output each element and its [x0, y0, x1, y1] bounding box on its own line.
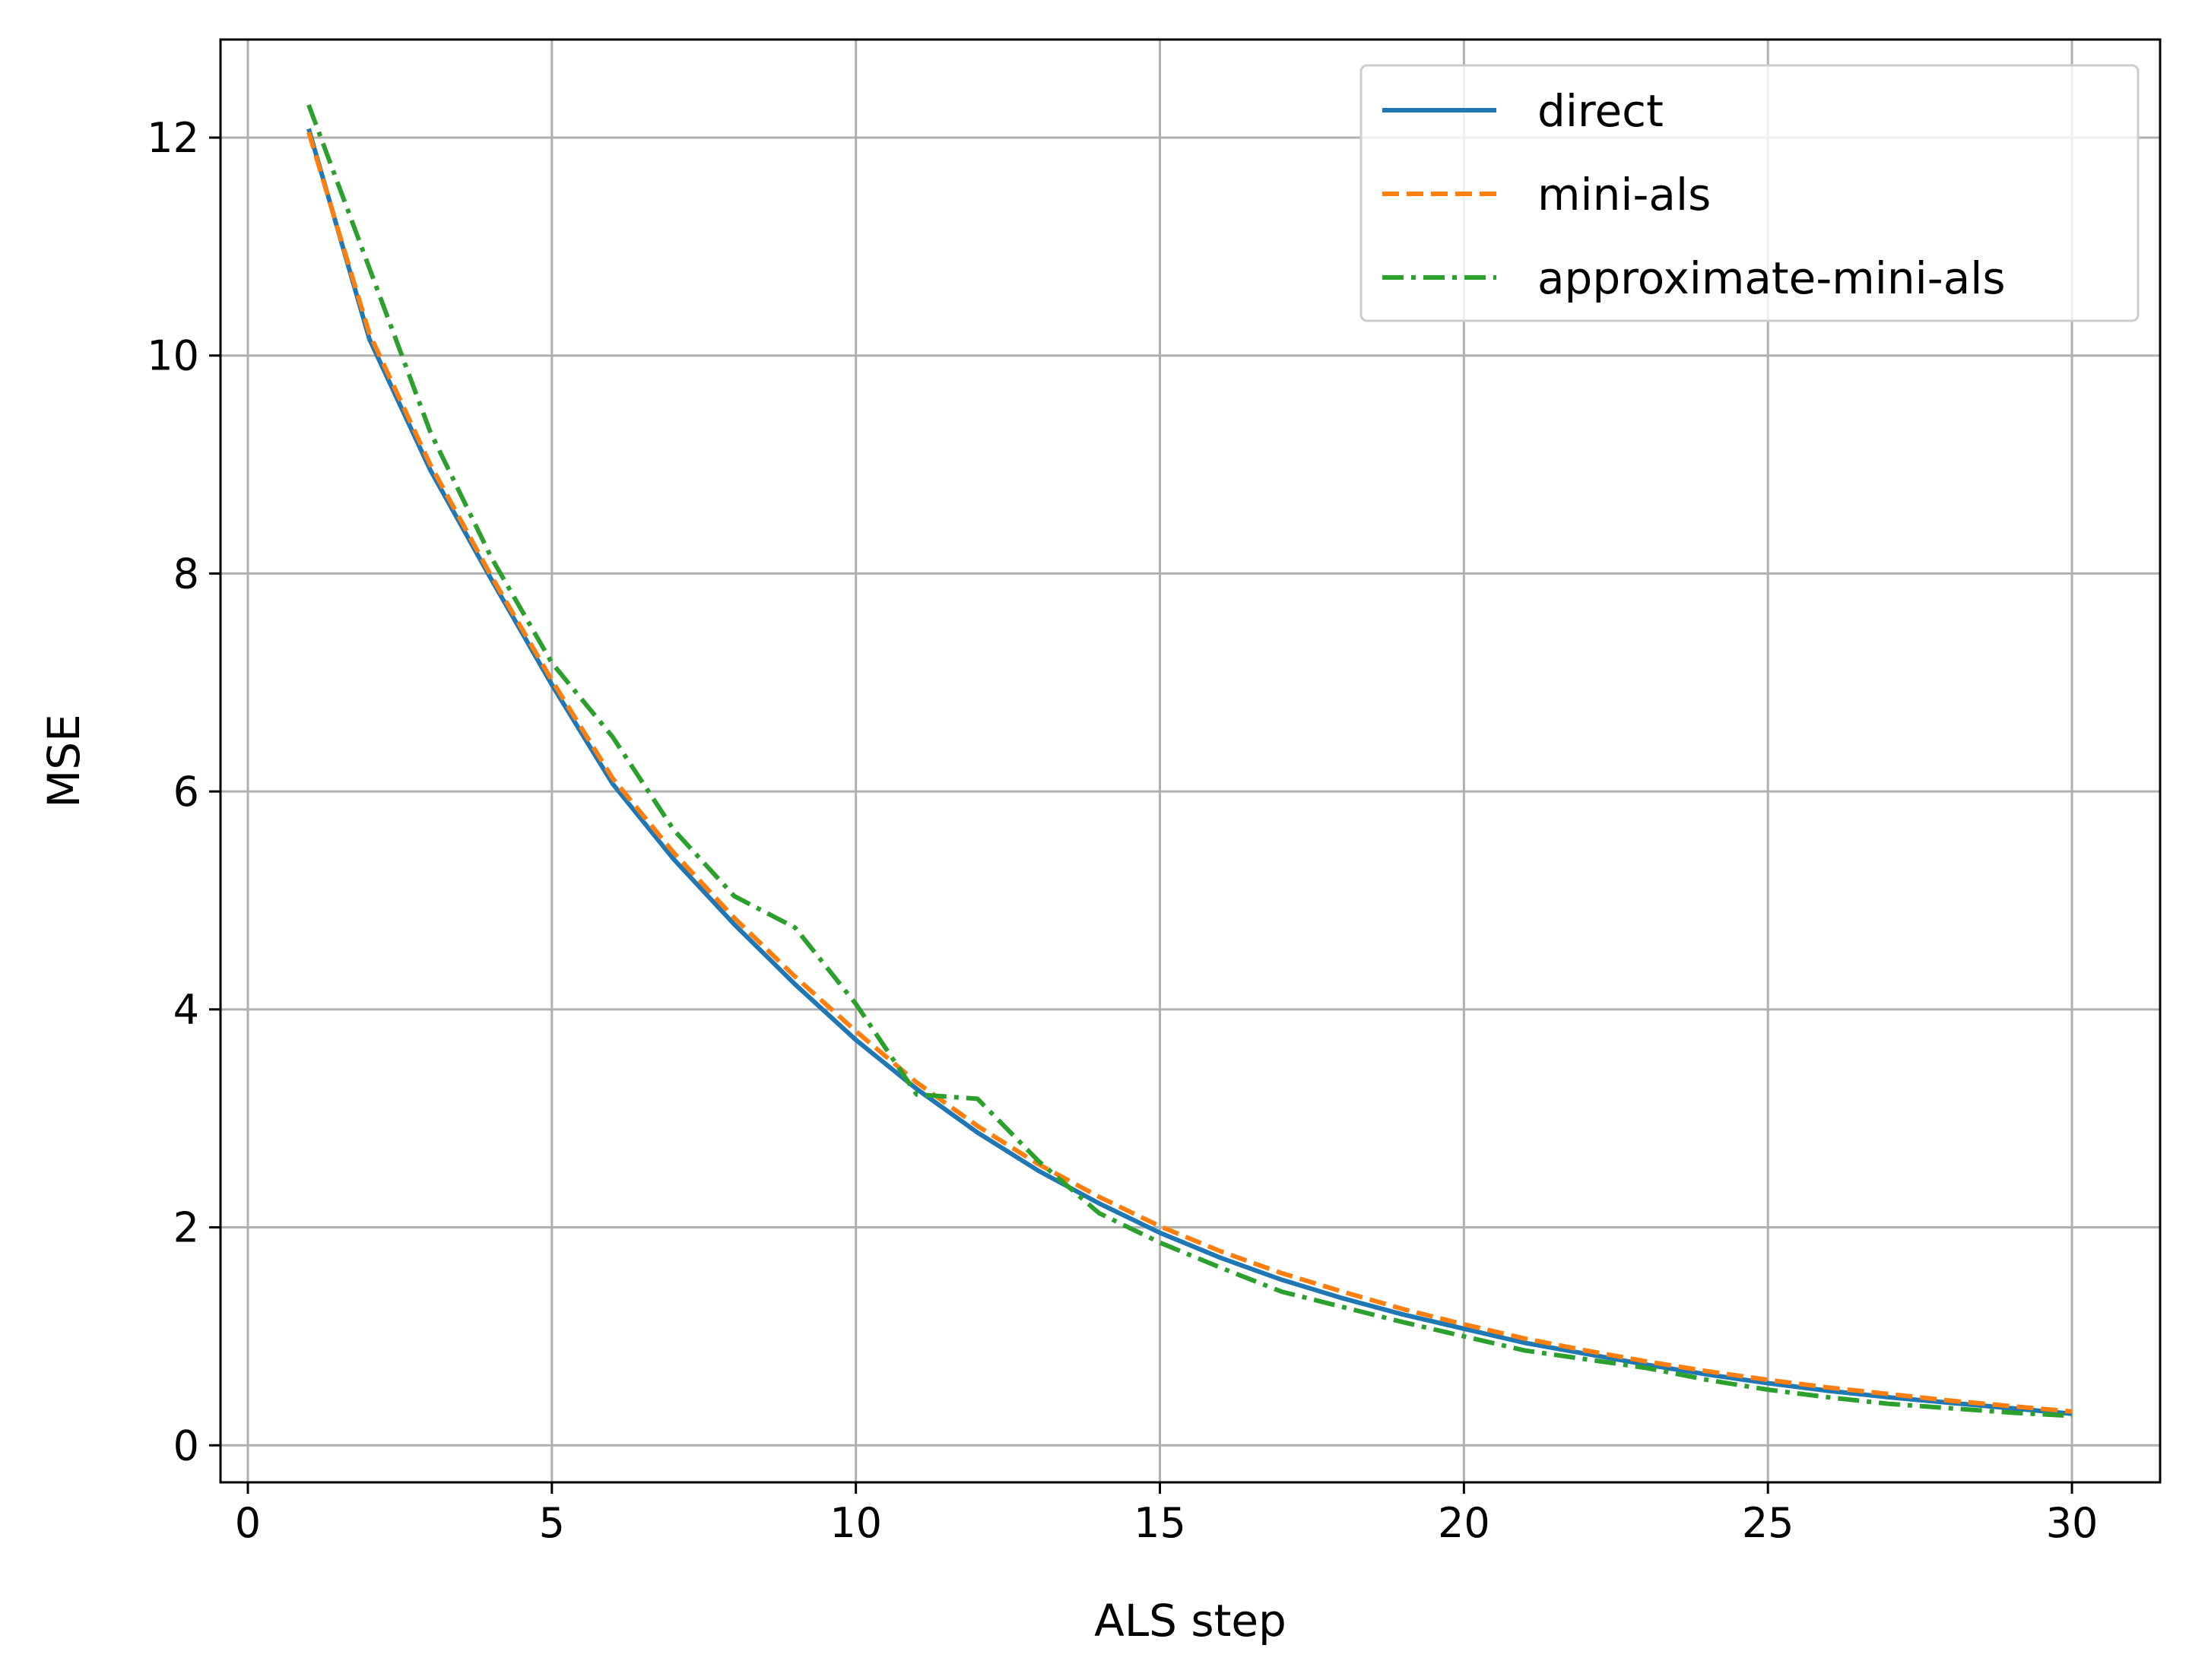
legend-box: [1359, 64, 2140, 322]
plot-frame: [219, 38, 2162, 1484]
series-layer: [306, 103, 2073, 1418]
y-tick-label: 2: [173, 1204, 199, 1252]
x-tick-label: 20: [1438, 1499, 1490, 1547]
x-tick-label: 30: [2046, 1499, 2099, 1547]
x-tick-label: 25: [1742, 1499, 1794, 1547]
x-axis-title: ALS step: [1094, 1595, 1286, 1647]
y-tick-label: 4: [173, 986, 199, 1034]
x-tick-label: 5: [539, 1499, 565, 1547]
y-tick-label: 12: [147, 114, 199, 162]
legend-label-approximate-mini-als: approximate-mini-als: [1537, 252, 2006, 304]
series-line-approximate-mini-als: [306, 103, 2073, 1418]
y-axis-title: MSE: [38, 714, 90, 808]
axis-ticks: 0 5 10 15 20 25 30 0 2 4 6 8 10 12: [147, 114, 2098, 1547]
legend-label-mini-als: mini-als: [1537, 169, 1711, 220]
y-tick-label: 10: [147, 332, 199, 380]
legend-label-direct: direct: [1537, 85, 1664, 137]
x-tick-label: 10: [830, 1499, 882, 1547]
series-line-direct: [306, 128, 2073, 1416]
x-tick-label: 0: [235, 1499, 261, 1547]
legend: direct mini-als approximate-mini-als: [1359, 64, 2140, 322]
y-tick-label: 6: [173, 768, 199, 816]
series-line-mini-als: [306, 132, 2073, 1414]
x-tick-label: 15: [1134, 1499, 1186, 1547]
y-tick-label: 0: [173, 1422, 199, 1469]
y-tick-label: 8: [173, 550, 199, 598]
